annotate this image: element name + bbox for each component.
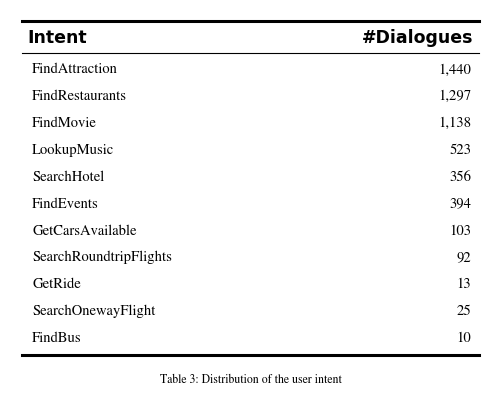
Text: GetRide: GetRide: [32, 277, 81, 291]
Text: Intent: Intent: [27, 29, 87, 47]
Text: 1,440: 1,440: [438, 63, 471, 76]
Text: 1,297: 1,297: [438, 90, 471, 103]
Text: 25: 25: [456, 304, 471, 317]
Text: FindMovie: FindMovie: [32, 116, 97, 130]
Text: 103: 103: [449, 224, 471, 237]
Text: SearchOnewayFlight: SearchOnewayFlight: [32, 304, 156, 317]
Text: 13: 13: [457, 277, 471, 291]
Text: #Dialogues: #Dialogues: [362, 29, 474, 47]
Text: FindBus: FindBus: [32, 331, 82, 344]
Text: GetCarsAvailable: GetCarsAvailable: [32, 224, 137, 237]
Text: FindAttraction: FindAttraction: [32, 63, 118, 76]
Text: 92: 92: [456, 250, 471, 264]
Text: 1,138: 1,138: [438, 116, 471, 130]
Text: SearchRoundtripFlights: SearchRoundtripFlights: [32, 250, 172, 264]
Text: 356: 356: [449, 170, 471, 183]
Text: Table 3: Distribution of the user intent: Table 3: Distribution of the user intent: [160, 373, 341, 385]
Text: FindRestaurants: FindRestaurants: [32, 90, 127, 103]
Text: LookupMusic: LookupMusic: [32, 143, 115, 157]
Text: 523: 523: [449, 143, 471, 157]
Text: 394: 394: [449, 197, 471, 210]
Text: FindEvents: FindEvents: [32, 197, 99, 210]
Text: 10: 10: [456, 331, 471, 344]
Text: SearchHotel: SearchHotel: [32, 170, 105, 183]
